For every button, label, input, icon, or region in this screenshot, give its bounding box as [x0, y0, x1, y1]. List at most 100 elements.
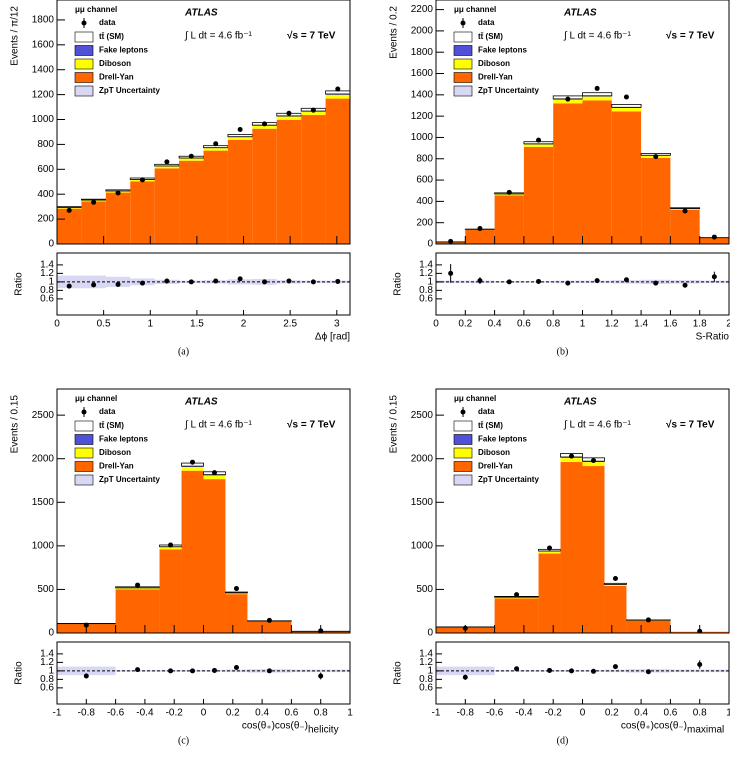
- x-tick-label: 0: [201, 708, 207, 719]
- legend-label: ZpT Uncertainty: [99, 475, 160, 484]
- histogram-bar: [105, 192, 131, 244]
- ratio-point: [211, 667, 217, 673]
- data-point: [237, 126, 243, 132]
- y-tick-label: 400: [37, 189, 54, 200]
- legend-swatch: [74, 420, 94, 432]
- panel-label: (a): [178, 346, 189, 357]
- legend-label: data: [478, 18, 495, 27]
- y-tick-label: 200: [416, 217, 433, 228]
- experiment-label: ATLAS: [184, 8, 218, 19]
- x-tick-label: 1: [347, 708, 353, 719]
- histogram-bar: [611, 107, 642, 112]
- x-tick-label: -0.4: [515, 708, 533, 719]
- channel-label: μμ channel: [454, 394, 496, 403]
- ratio-y-tick-label: 1.4: [419, 649, 433, 660]
- ratio-axis-title: Ratio: [14, 661, 25, 685]
- x-tick-label: -0.2: [166, 708, 184, 719]
- ratio-point: [115, 281, 121, 287]
- luminosity-label: ∫ L dt = 4.6 fb⁻¹: [184, 31, 253, 42]
- x-tick-label: -1: [432, 708, 441, 719]
- y-tick-label: 1500: [32, 497, 55, 508]
- data-point: [653, 154, 659, 160]
- legend-swatch: [453, 58, 473, 70]
- y-tick-label: 1600: [32, 39, 55, 50]
- y-tick-label: 2000: [411, 26, 434, 37]
- ratio-y-tick-label: 1: [48, 666, 54, 677]
- x-tick-label: 1.8: [693, 319, 707, 330]
- y-tick-label: 500: [416, 584, 433, 595]
- experiment-label: ATLAS: [184, 397, 218, 408]
- histogram-bar: [582, 96, 612, 101]
- y-tick-label: 1400: [411, 89, 434, 100]
- y-axis-title: Events / 0.2: [389, 6, 400, 59]
- energy-label: √s = 7 TeV: [666, 420, 715, 431]
- x-tick-label: 1: [726, 708, 730, 719]
- ratio-point: [682, 282, 688, 288]
- data-point: [190, 459, 196, 465]
- ratio-point: [91, 282, 97, 288]
- histogram-bar: [582, 462, 605, 467]
- histogram-bar: [641, 157, 671, 244]
- y-tick-label: 2200: [411, 4, 434, 15]
- legend-swatch: [453, 420, 473, 432]
- histogram-bar: [699, 237, 729, 244]
- x-tick-label: -0.8: [457, 708, 475, 719]
- histogram-bar: [252, 128, 277, 244]
- uncertainty-band: [291, 669, 350, 673]
- legend-data-marker: [460, 409, 466, 415]
- histogram-bar: [179, 160, 204, 244]
- legend-label: Diboson: [99, 448, 131, 457]
- histogram-bar: [670, 209, 700, 244]
- y-tick-label: 1500: [411, 497, 434, 508]
- histogram-bar: [181, 470, 204, 633]
- legend-label: tt̄ (SM): [99, 421, 124, 430]
- histogram-bar: [159, 549, 182, 633]
- histogram-bar: [203, 150, 228, 244]
- luminosity-label: ∫ L dt = 4.6 fb⁻¹: [563, 31, 632, 42]
- legend-data-marker: [460, 20, 466, 26]
- histogram-bar: [494, 598, 539, 633]
- x-tick-label: 1: [580, 319, 586, 330]
- legend-swatch: [453, 45, 473, 56]
- x-tick-label: 0.5: [97, 319, 111, 330]
- legend-swatch: [74, 447, 94, 459]
- histogram-bar: [626, 620, 671, 633]
- histogram-bar: [494, 597, 539, 599]
- y-tick-label: 1800: [411, 47, 434, 58]
- histogram-bar: [301, 115, 326, 244]
- ratio-y-tick-label: 1: [427, 666, 433, 677]
- histogram-bar: [227, 139, 253, 244]
- histogram-bar: [582, 100, 612, 244]
- histogram-bar: [494, 195, 524, 244]
- data-point: [536, 137, 542, 143]
- plot-area: [57, 86, 350, 244]
- data-point: [213, 141, 219, 147]
- legend-label: Diboson: [478, 59, 510, 68]
- ratio-point: [233, 664, 239, 670]
- channel-label: μμ channel: [75, 5, 117, 14]
- ratio-point: [536, 278, 542, 284]
- ratio-point: [590, 668, 596, 674]
- uncertainty-band: [670, 280, 700, 284]
- x-tick-label: 1.2: [605, 319, 619, 330]
- legend-label: Drell-Yan: [99, 462, 134, 471]
- ratio-frame: [56, 641, 351, 705]
- histogram-bar: [203, 475, 226, 480]
- ratio-y-tick-label: 1.2: [40, 657, 54, 668]
- ratio-y-tick-label: 0.8: [419, 674, 433, 685]
- x-tick-label: 0.6: [663, 708, 677, 719]
- ratio-point: [711, 274, 717, 280]
- ratio-point: [310, 279, 316, 285]
- histogram-bar: [57, 206, 82, 208]
- histogram-bar: [553, 103, 583, 244]
- x-tick-label: 0.6: [517, 319, 531, 330]
- x-axis-title: Δϕ [rad]: [315, 332, 350, 343]
- histogram-bar: [181, 466, 204, 471]
- y-tick-label: 600: [416, 175, 433, 186]
- legend-label: tt̄ (SM): [99, 32, 124, 41]
- ratio-point: [569, 668, 575, 674]
- data-point: [565, 96, 571, 102]
- x-tick-label: -0.6: [107, 708, 125, 719]
- ratio-point: [514, 666, 520, 672]
- ratio-point: [335, 278, 341, 284]
